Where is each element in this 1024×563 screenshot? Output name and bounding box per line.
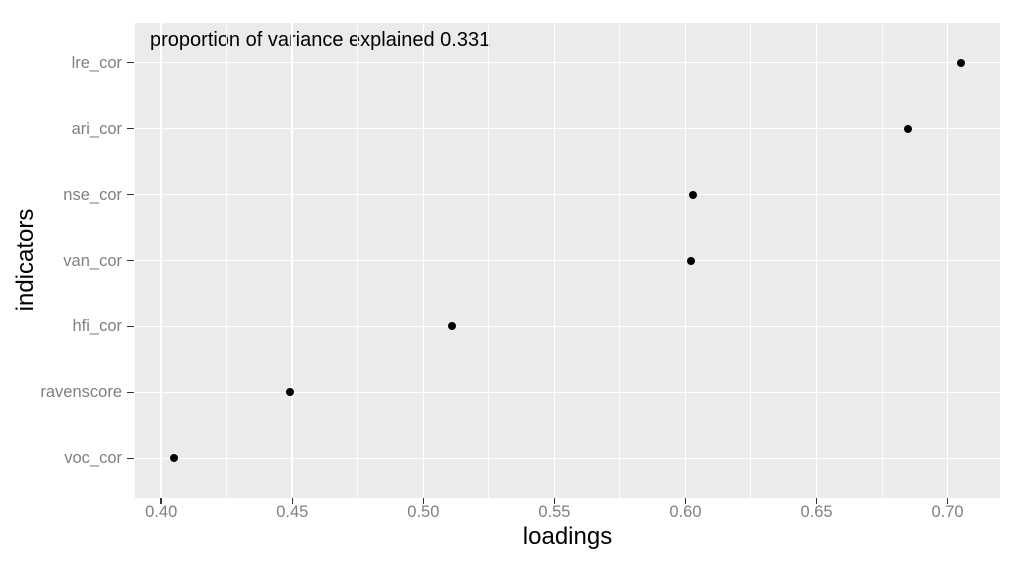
y-tick-label: ari_cor (71, 119, 122, 138)
x-axis-title: loadings (522, 523, 613, 550)
data-point (956, 58, 965, 67)
x-tick-mark (291, 498, 294, 504)
y-major-gridline (135, 127, 1000, 130)
data-point (170, 454, 179, 463)
data-point (686, 256, 695, 265)
y-tick-label: nse_cor (63, 185, 122, 204)
x-tick-label: 0.60 (669, 503, 702, 521)
x-tick-label: 0.45 (276, 503, 309, 521)
variance-annotation: proportion of variance explained 0.331 (150, 29, 491, 51)
x-tick-label: 0.70 (931, 503, 964, 521)
y-major-gridline (135, 457, 1000, 460)
x-tick-mark (422, 498, 425, 504)
y-tick-mark (127, 325, 134, 328)
y-major-gridline (135, 259, 1000, 262)
y-tick-label: van_cor (63, 251, 122, 270)
y-major-gridline (135, 391, 1000, 394)
data-point (448, 322, 457, 331)
y-tick-label: hfi_cor (72, 317, 122, 336)
y-tick-mark (127, 193, 134, 196)
x-tick-mark (815, 498, 818, 504)
y-tick-label: voc_cor (64, 449, 122, 468)
y-tick-mark (127, 259, 134, 262)
y-tick-mark (127, 127, 134, 130)
data-point (904, 124, 913, 133)
y-major-gridline (135, 325, 1000, 328)
data-point (285, 388, 294, 397)
x-tick-label: 0.40 (145, 503, 178, 521)
y-tick-mark (127, 457, 134, 460)
x-tick-label: 0.65 (800, 503, 833, 521)
x-tick-mark (160, 498, 162, 504)
y-tick-label: lre_cor (71, 53, 122, 72)
y-tick-label: ravenscore (40, 383, 122, 402)
x-tick-mark (553, 498, 556, 504)
x-tick-label: 0.55 (538, 503, 571, 521)
y-major-gridline (135, 193, 1000, 196)
y-tick-mark (127, 391, 134, 394)
x-tick-label: 0.50 (407, 503, 440, 521)
x-tick-mark (684, 498, 687, 504)
data-point (689, 190, 698, 199)
x-tick-mark (946, 498, 949, 504)
y-major-gridline (135, 61, 1000, 64)
y-tick-mark (127, 61, 134, 64)
